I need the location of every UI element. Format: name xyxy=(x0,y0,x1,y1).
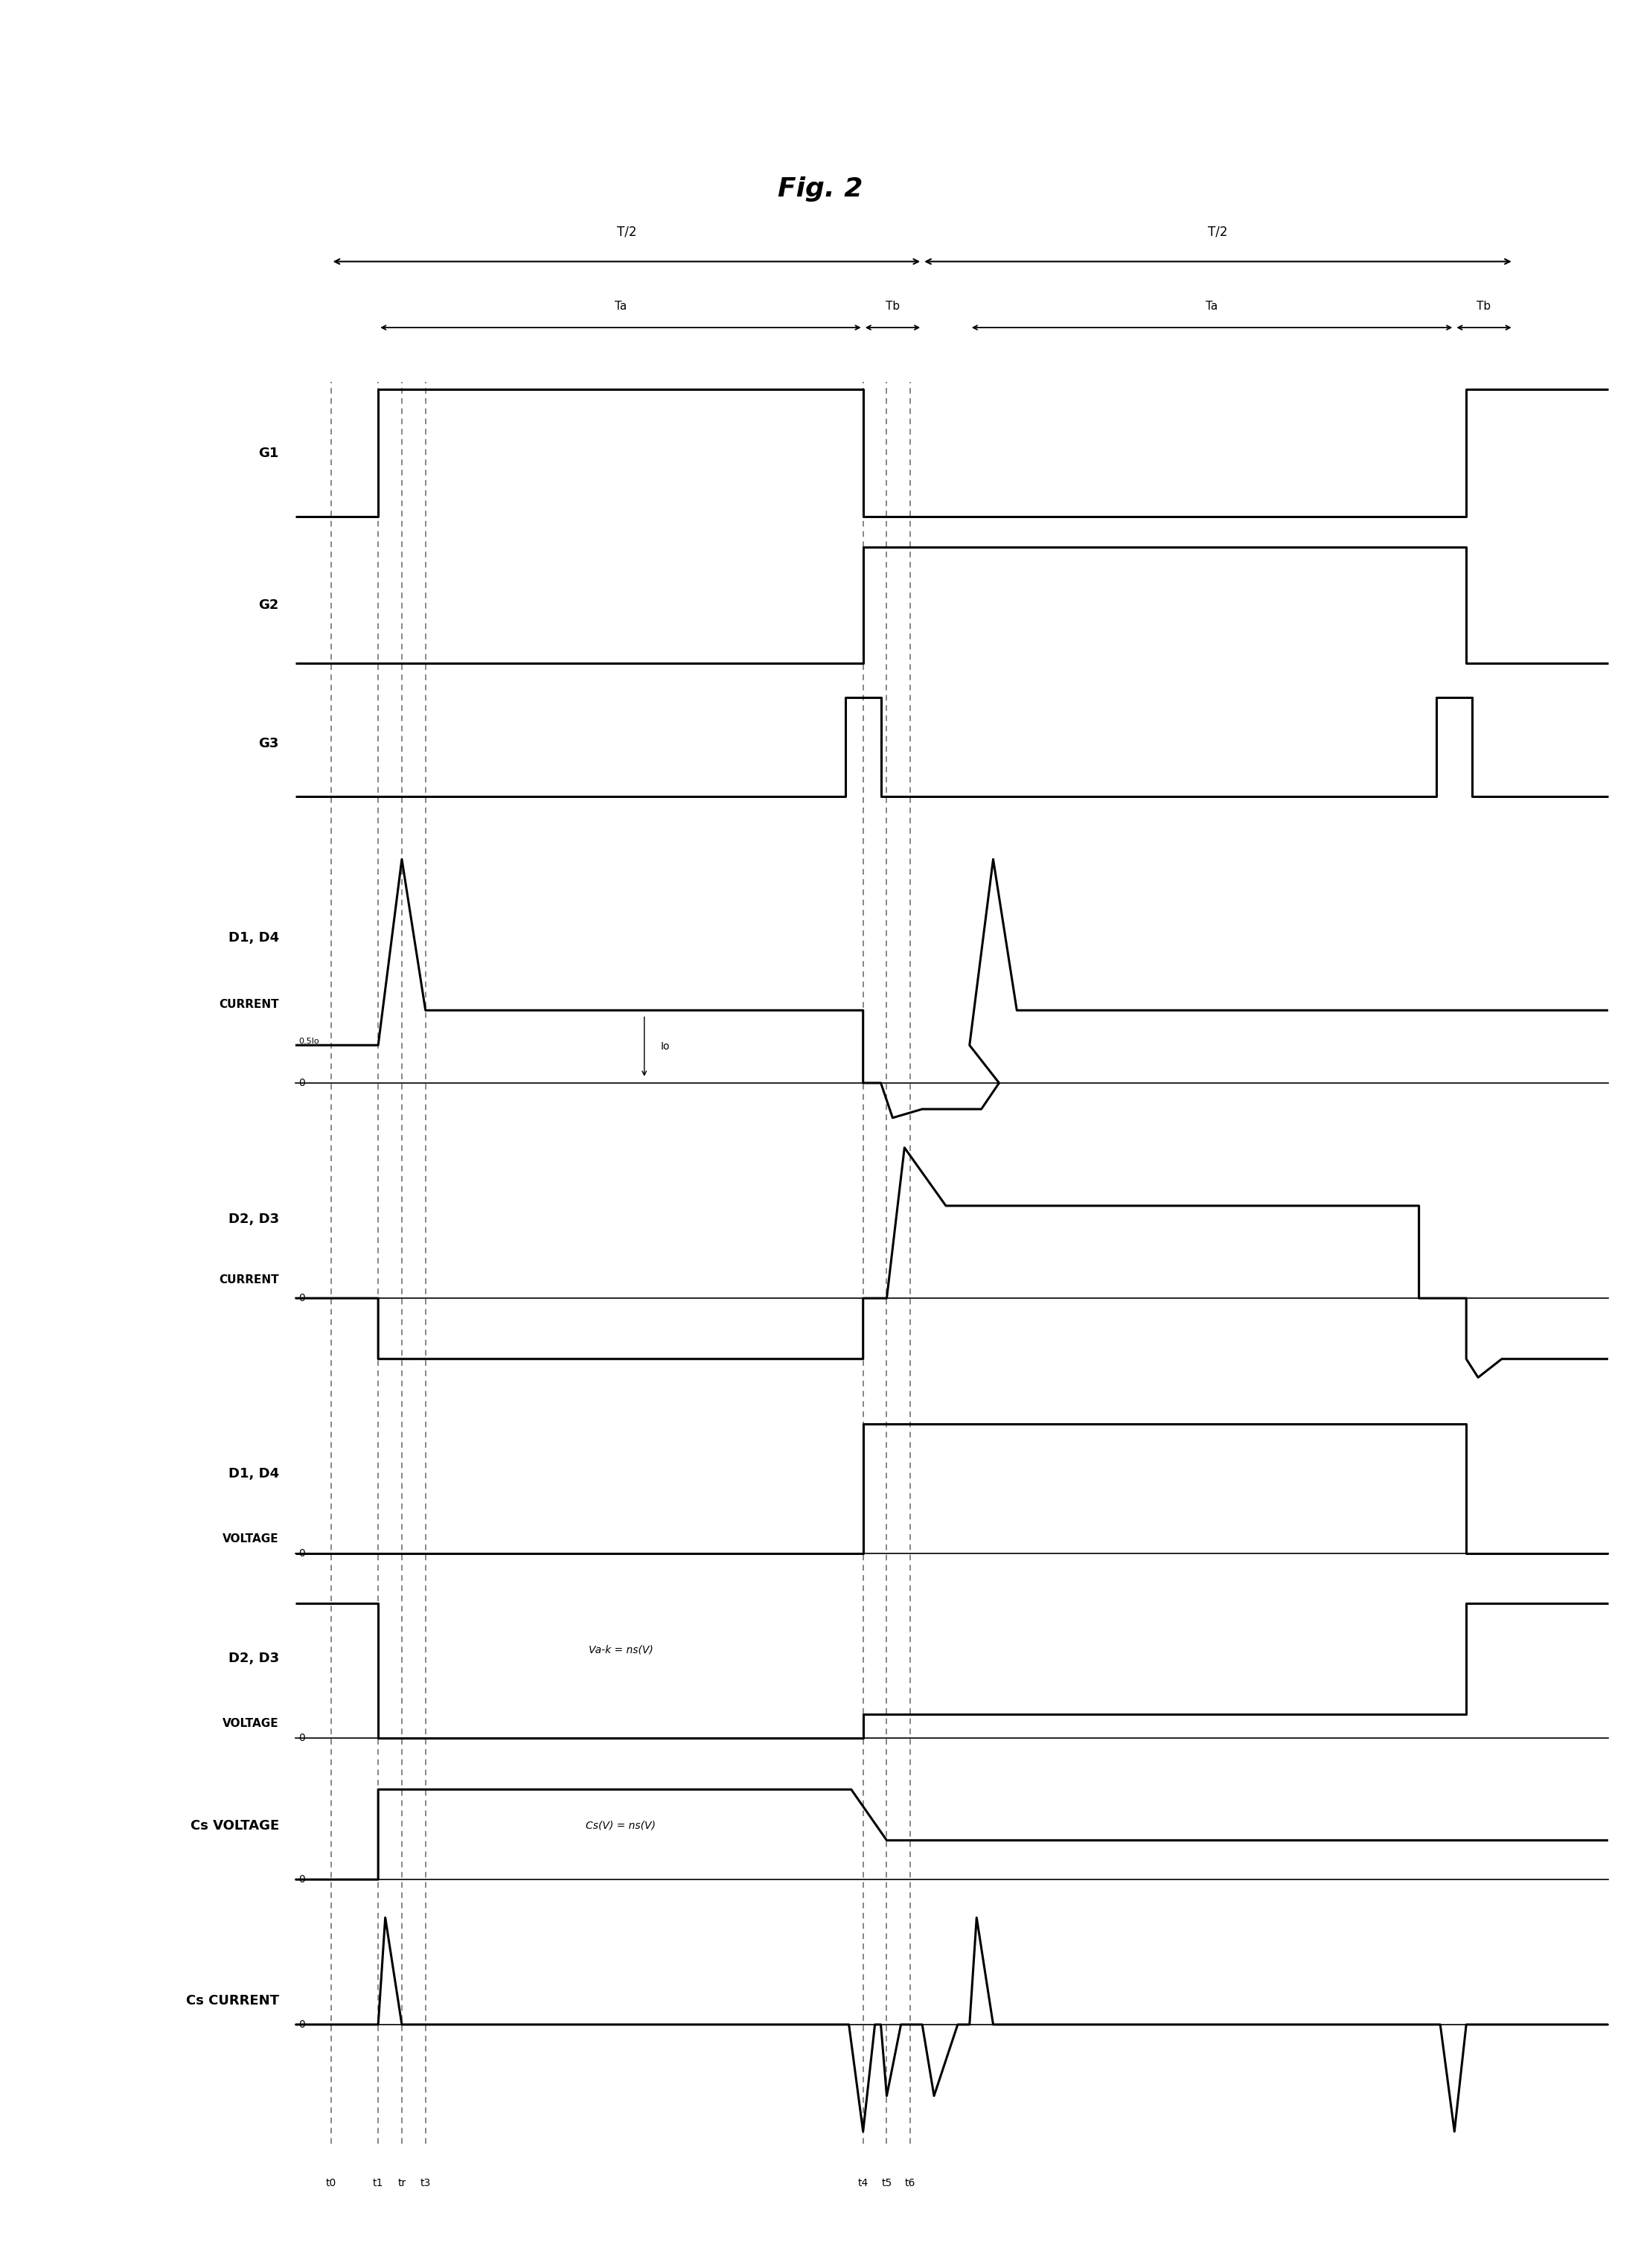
Text: 0: 0 xyxy=(299,1293,305,1304)
Text: G1: G1 xyxy=(259,447,279,460)
Text: tr: tr xyxy=(397,2177,405,2189)
Text: t4: t4 xyxy=(858,2177,868,2189)
Text: CURRENT: CURRENT xyxy=(218,1275,279,1286)
Text: Tb: Tb xyxy=(886,302,899,311)
Text: Cs CURRENT: Cs CURRENT xyxy=(185,1994,279,2007)
Text: t1: t1 xyxy=(373,2177,384,2189)
Text: D2, D3: D2, D3 xyxy=(228,1651,279,1665)
Text: t6: t6 xyxy=(906,2177,916,2189)
Text: CURRENT: CURRENT xyxy=(218,998,279,1009)
Text: 0: 0 xyxy=(299,1873,305,1885)
Text: Tb: Tb xyxy=(1477,302,1492,311)
Text: Va-k = ns(V): Va-k = ns(V) xyxy=(589,1644,653,1656)
Text: 0: 0 xyxy=(299,1077,305,1089)
Text: Cs(V) = ns(V): Cs(V) = ns(V) xyxy=(586,1821,655,1830)
Text: 0.5Io: 0.5Io xyxy=(299,1039,320,1046)
Text: G2: G2 xyxy=(259,599,279,612)
Text: t0: t0 xyxy=(325,2177,336,2189)
Text: VOLTAGE: VOLTAGE xyxy=(223,1717,279,1728)
Text: Io: Io xyxy=(661,1041,670,1052)
Text: Ta: Ta xyxy=(1206,302,1218,311)
Text: Cs VOLTAGE: Cs VOLTAGE xyxy=(190,1819,279,1833)
Text: t5: t5 xyxy=(881,2177,893,2189)
Text: Ta: Ta xyxy=(615,302,627,311)
Text: 0: 0 xyxy=(299,2019,305,2030)
Text: Fig. 2: Fig. 2 xyxy=(778,177,863,202)
Text: 0: 0 xyxy=(299,1733,305,1744)
Text: T/2: T/2 xyxy=(617,225,637,238)
Text: VOLTAGE: VOLTAGE xyxy=(223,1533,279,1545)
Text: t3: t3 xyxy=(420,2177,432,2189)
Text: D2, D3: D2, D3 xyxy=(228,1213,279,1225)
Text: G3: G3 xyxy=(259,737,279,751)
Text: T/2: T/2 xyxy=(1208,225,1227,238)
Text: D1, D4: D1, D4 xyxy=(228,1467,279,1481)
Text: 0: 0 xyxy=(299,1549,305,1558)
Text: D1, D4: D1, D4 xyxy=(228,930,279,943)
